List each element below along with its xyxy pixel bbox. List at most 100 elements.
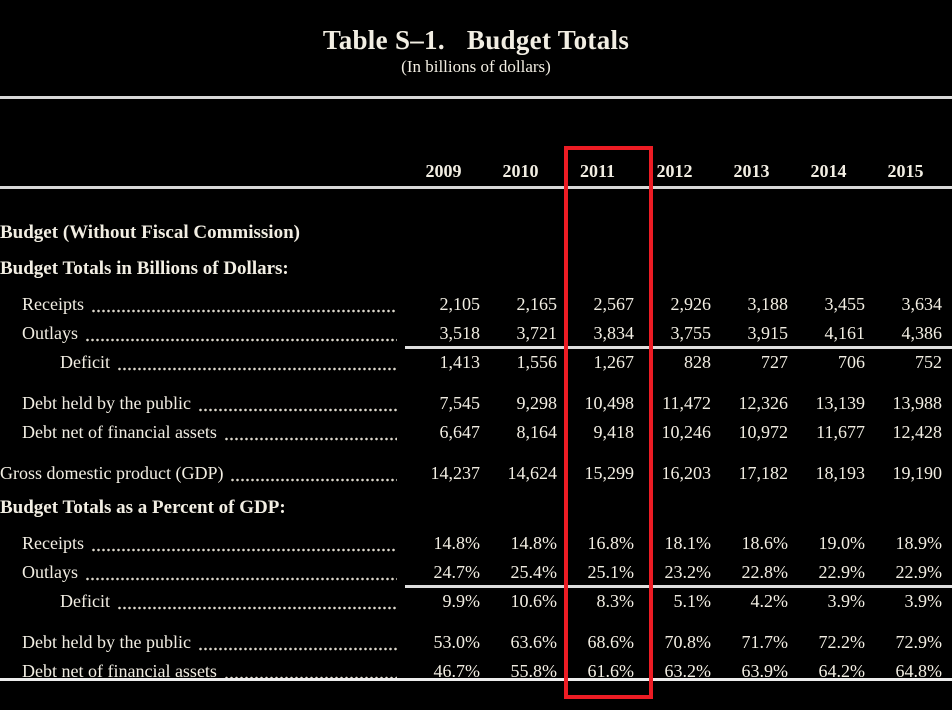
year-header-2015: 2015 [887, 161, 924, 181]
year-header-2010: 2010 [502, 161, 539, 181]
value-cell: 14,624 [507, 463, 558, 483]
table-row: Budget Totals as a Percent of GDP: [0, 493, 952, 522]
row-label: Debt net of financial assets [22, 661, 217, 681]
value-cell: 9,418 [593, 422, 635, 442]
value-cell: 8,164 [516, 422, 558, 442]
dot-leader [197, 408, 397, 412]
table-number: Table S–1. [322, 25, 445, 55]
dot-leader [85, 577, 397, 581]
value-cell: 13,988 [892, 393, 943, 413]
dot-leader [223, 437, 397, 441]
value-cell: 63.9% [741, 661, 789, 681]
table-row: Outlays 24.7% 25.4% 25.1% 23.2% 22.8% 22.9% 22… [0, 558, 952, 588]
row-label: Receipts [22, 294, 84, 314]
header-label-spacer [0, 157, 405, 186]
row-label-wrap: Deficit [0, 348, 405, 377]
value-cell: 5.1% [673, 591, 712, 611]
value-cell: 706 [838, 352, 865, 372]
table-name: Budget Totals [466, 25, 630, 55]
year-header-2011: 2011 [579, 161, 615, 181]
value-cell: 72.9% [895, 632, 943, 652]
value-cell: 16.8% [587, 533, 635, 553]
value-cell: 14.8% [510, 533, 558, 553]
value-cell: 10,498 [584, 393, 635, 413]
dot-leader [90, 309, 397, 313]
row-label: Budget Totals in Billions of Dollars: [0, 258, 289, 279]
top-divider [0, 96, 952, 99]
value-cell: 19.0% [818, 533, 866, 553]
value-cell: 9.9% [442, 591, 481, 611]
row-label: Budget (Without Fiscal Commission) [0, 222, 300, 243]
row-label: Debt net of financial assets [22, 422, 217, 442]
value-cell: 2,926 [670, 294, 712, 314]
value-cell: 64.8% [895, 661, 943, 681]
dot-leader [116, 367, 397, 371]
value-cell: 18,193 [815, 463, 866, 483]
value-cell: 1,413 [439, 352, 481, 372]
value-cell: 18.1% [664, 533, 712, 553]
row-values: 46.7% 55.8% 61.6% 63.2% 63.9% 64.2% 64.8% [405, 657, 944, 686]
value-cell: 10,246 [661, 422, 712, 442]
row-values: 2,105 2,165 2,567 2,926 3,188 3,455 3,634 [405, 290, 944, 319]
value-cell: 3,755 [670, 323, 712, 343]
value-cell: 64.2% [818, 661, 866, 681]
value-cell: 2,105 [439, 294, 481, 314]
row-label-wrap: Budget Totals in Billions of Dollars: [0, 254, 952, 283]
table-row: Budget Totals in Billions of Dollars: [0, 254, 952, 283]
value-cell: 72.2% [818, 632, 866, 652]
dot-leader [116, 606, 397, 610]
value-cell: 10.6% [510, 591, 558, 611]
value-cell: 7,545 [439, 393, 481, 413]
value-cell: 22.8% [741, 562, 789, 582]
value-cell: 68.6% [587, 632, 635, 652]
value-cell: 10,972 [738, 422, 789, 442]
table-subtitle: (In billions of dollars) [401, 57, 551, 76]
year-header-2012: 2012 [656, 161, 693, 181]
value-cell: 70.8% [664, 632, 712, 652]
header-divider [0, 186, 952, 189]
table-row: Debt held by the public 53.0% 63.6% 68.6% 7… [0, 628, 952, 657]
value-cell: 18.9% [895, 533, 943, 553]
value-cell: 12,428 [892, 422, 943, 442]
dot-leader [85, 338, 397, 342]
table-row: Debt net of financial assets 46.7% 55.8% 6… [0, 657, 952, 686]
row-label: Outlays [22, 562, 78, 582]
row-label-wrap: Debt net of financial assets [0, 657, 405, 686]
value-cell: 2,567 [593, 294, 635, 314]
year-header-2014: 2014 [810, 161, 847, 181]
value-cell: 71.7% [741, 632, 789, 652]
value-cell: 11,677 [816, 422, 865, 442]
row-label-wrap: Debt held by the public [0, 628, 405, 657]
value-cell: 53.0% [433, 632, 481, 652]
table-row: Gross domestic product (GDP) 14,237 14,62… [0, 459, 952, 488]
row-label-wrap: Budget (Without Fiscal Commission) [0, 218, 952, 247]
value-cell: 3,834 [593, 323, 635, 343]
value-cell: 727 [761, 352, 788, 372]
value-cell: 4,386 [901, 323, 943, 343]
value-cell: 55.8% [510, 661, 558, 681]
table-row: Outlays 3,518 3,721 3,834 3,755 3,915 4,161 4,… [0, 319, 952, 349]
value-cell: 46.7% [433, 661, 481, 681]
value-cell: 63.2% [664, 661, 712, 681]
row-values: 24.7% 25.4% 25.1% 23.2% 22.8% 22.9% 22.9% [405, 558, 944, 587]
value-cell: 61.6% [587, 661, 635, 681]
table-title: Table S–1. Budget Totals [0, 25, 952, 56]
year-header-row: 2009 2010 2011 2012 2013 2014 2015 [0, 157, 952, 186]
row-label-wrap: Deficit [0, 587, 405, 616]
row-label-wrap: Receipts [0, 529, 405, 558]
row-values: 7,545 9,298 10,498 11,472 12,326 13,139 13,988 [405, 389, 944, 418]
value-cell: 3,721 [516, 323, 558, 343]
value-cell: 3,634 [901, 294, 943, 314]
value-cell: 4.2% [750, 591, 789, 611]
table-row: Deficit 1,413 1,556 1,267 828 727 706 752 [0, 348, 952, 377]
value-cell: 24.7% [433, 562, 481, 582]
row-values: 1,413 1,556 1,267 828 727 706 752 [405, 348, 944, 377]
row-values: 14,237 14,624 15,299 16,203 17,182 18,193 19,1… [405, 459, 944, 488]
value-cell: 752 [915, 352, 942, 372]
value-cell: 22.9% [818, 562, 866, 582]
value-cell: 3.9% [904, 591, 943, 611]
row-label-wrap: Debt net of financial assets [0, 418, 405, 447]
row-label-wrap: Gross domestic product (GDP) [0, 459, 405, 488]
row-label-wrap: Budget Totals as a Percent of GDP: [0, 493, 952, 522]
